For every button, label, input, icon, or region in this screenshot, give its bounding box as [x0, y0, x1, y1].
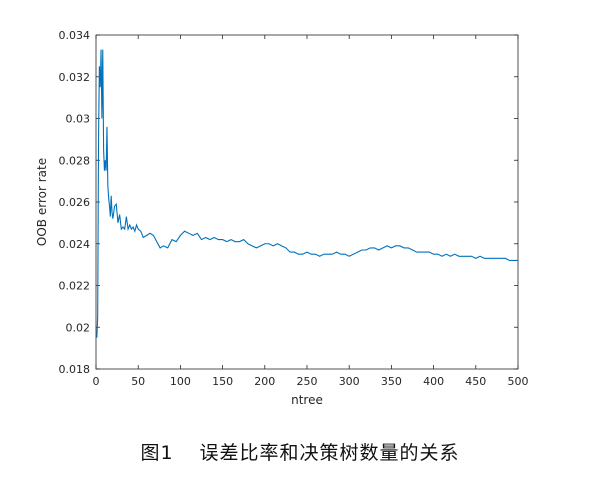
x-tick-label: 300 — [339, 375, 360, 388]
y-tick-label: 0.018 — [59, 363, 91, 376]
figure-number: 图1 — [140, 442, 174, 464]
y-tick-label: 0.032 — [59, 71, 91, 84]
axis-tick-labels: 0 50 100 150 200 250 300 350 400 450 500 0.018 0.02 0… — [59, 29, 529, 388]
y-tick-label: 0.034 — [59, 29, 91, 42]
y-tick-label: 0.028 — [59, 154, 91, 167]
y-tick-label: 0.022 — [59, 280, 91, 293]
y-tick-label: 0.03 — [66, 113, 91, 126]
y-tick-label: 0.024 — [59, 238, 91, 251]
x-tick-label: 200 — [254, 375, 275, 388]
x-tick-label: 0 — [93, 375, 100, 388]
x-tick-label: 350 — [381, 375, 402, 388]
plot-area-frame — [95, 34, 519, 370]
axis-ticks — [95, 34, 519, 370]
x-axis-label: ntree — [291, 393, 323, 407]
figure-caption-text: 误差比率和决策树数量的关系 — [199, 442, 460, 464]
x-tick-label: 250 — [297, 375, 318, 388]
x-tick-label: 100 — [170, 375, 191, 388]
y-tick-label: 0.026 — [59, 196, 91, 209]
x-tick-label: 450 — [465, 375, 486, 388]
series-line-oob-error — [96, 49, 518, 338]
x-tick-label: 500 — [508, 375, 529, 388]
x-tick-label: 400 — [423, 375, 444, 388]
y-tick-label: 0.02 — [66, 321, 91, 334]
x-tick-label: 150 — [212, 375, 233, 388]
y-axis-label: OOB error rate — [35, 158, 49, 246]
x-tick-label: 50 — [131, 375, 145, 388]
figure-caption: 图1 误差比率和决策树数量的关系 — [0, 438, 600, 465]
